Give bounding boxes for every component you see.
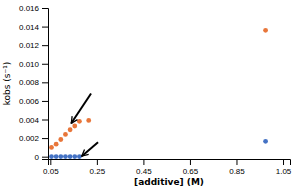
tick-mark xyxy=(42,8,48,9)
arrow xyxy=(71,93,91,123)
tick-mark xyxy=(236,159,237,165)
tick: 0.012 xyxy=(19,41,48,50)
tick-label: 0.012 xyxy=(19,41,40,50)
tick-label: 0.05 xyxy=(43,167,59,176)
tick: 0.85 xyxy=(229,159,245,176)
tick: 0.014 xyxy=(19,23,48,32)
tick-label: 0.016 xyxy=(19,4,40,13)
y-axis-label: kobs (s⁻¹) xyxy=(2,62,12,106)
tick-mark xyxy=(283,159,284,165)
tick-label: 0.25 xyxy=(90,167,106,176)
tick: 0.25 xyxy=(90,159,106,176)
chart: 0.05 0.25 0.45 0.65 0.85 1.05 0 0.002 0.004 0.006… xyxy=(0,0,302,189)
tick-label: 1.05 xyxy=(276,167,292,176)
series xyxy=(49,28,268,150)
y-axis: 0 0.002 0.004 0.006 0.008 0.010 0.012 0.014 0.01… xyxy=(19,4,49,162)
point xyxy=(77,154,82,159)
point xyxy=(49,154,54,159)
series xyxy=(49,139,268,159)
tick-mark xyxy=(42,120,48,121)
point xyxy=(77,119,82,124)
tick-label: 0.45 xyxy=(136,167,152,176)
tick-label: 0.85 xyxy=(229,167,245,176)
tick: 0.016 xyxy=(19,4,48,13)
point xyxy=(54,142,59,147)
point xyxy=(72,124,77,129)
point xyxy=(86,118,91,123)
arrow xyxy=(82,142,98,156)
tick-mark xyxy=(190,159,191,165)
tick-mark xyxy=(50,159,51,165)
point xyxy=(63,132,68,137)
tick: 0.006 xyxy=(19,97,48,106)
tick-mark xyxy=(42,45,48,46)
tick-mark xyxy=(143,159,144,165)
tick: 0.004 xyxy=(19,116,48,125)
tick: 0.008 xyxy=(19,78,48,87)
tick: 0.010 xyxy=(19,60,48,69)
point xyxy=(54,154,59,159)
point xyxy=(63,154,68,159)
tick-label: 0.006 xyxy=(19,97,40,106)
point xyxy=(263,28,268,33)
tick: 0 xyxy=(35,153,48,162)
axis-line xyxy=(42,9,49,160)
tick-label: 0.65 xyxy=(183,167,199,176)
tick-mark xyxy=(97,159,98,165)
tick-mark xyxy=(42,64,48,65)
point xyxy=(72,154,77,159)
tick-mark xyxy=(42,157,48,158)
tick-mark xyxy=(42,138,48,139)
tick-label: 0 xyxy=(35,153,40,162)
axis-line xyxy=(49,160,291,166)
tick-label: 0.010 xyxy=(19,60,40,69)
tick-mark xyxy=(42,27,48,28)
point xyxy=(58,137,63,142)
point xyxy=(68,154,73,159)
point xyxy=(263,139,268,144)
x-axis: 0.05 0.25 0.45 0.65 0.85 1.05 xyxy=(43,159,292,176)
tick-label: 0.014 xyxy=(19,23,40,32)
tick: 0.002 xyxy=(19,134,48,143)
tick: 1.05 xyxy=(276,159,292,176)
tick: 0.65 xyxy=(183,159,199,176)
point xyxy=(49,145,54,150)
point xyxy=(68,127,73,132)
point xyxy=(58,154,63,159)
plot: 0.05 0.25 0.45 0.65 0.85 1.05 0 0.002 0.004 0.006… xyxy=(19,4,292,176)
tick: 0.45 xyxy=(136,159,152,176)
tick-mark xyxy=(42,82,48,83)
tick: 0.05 xyxy=(43,159,59,176)
tick-mark xyxy=(42,101,48,102)
tick-label: 0.008 xyxy=(19,78,40,87)
tick-label: 0.004 xyxy=(19,116,40,125)
x-axis-label: [additive] (M) xyxy=(134,177,204,187)
plot-area xyxy=(49,28,268,159)
tick-label: 0.002 xyxy=(19,134,40,143)
